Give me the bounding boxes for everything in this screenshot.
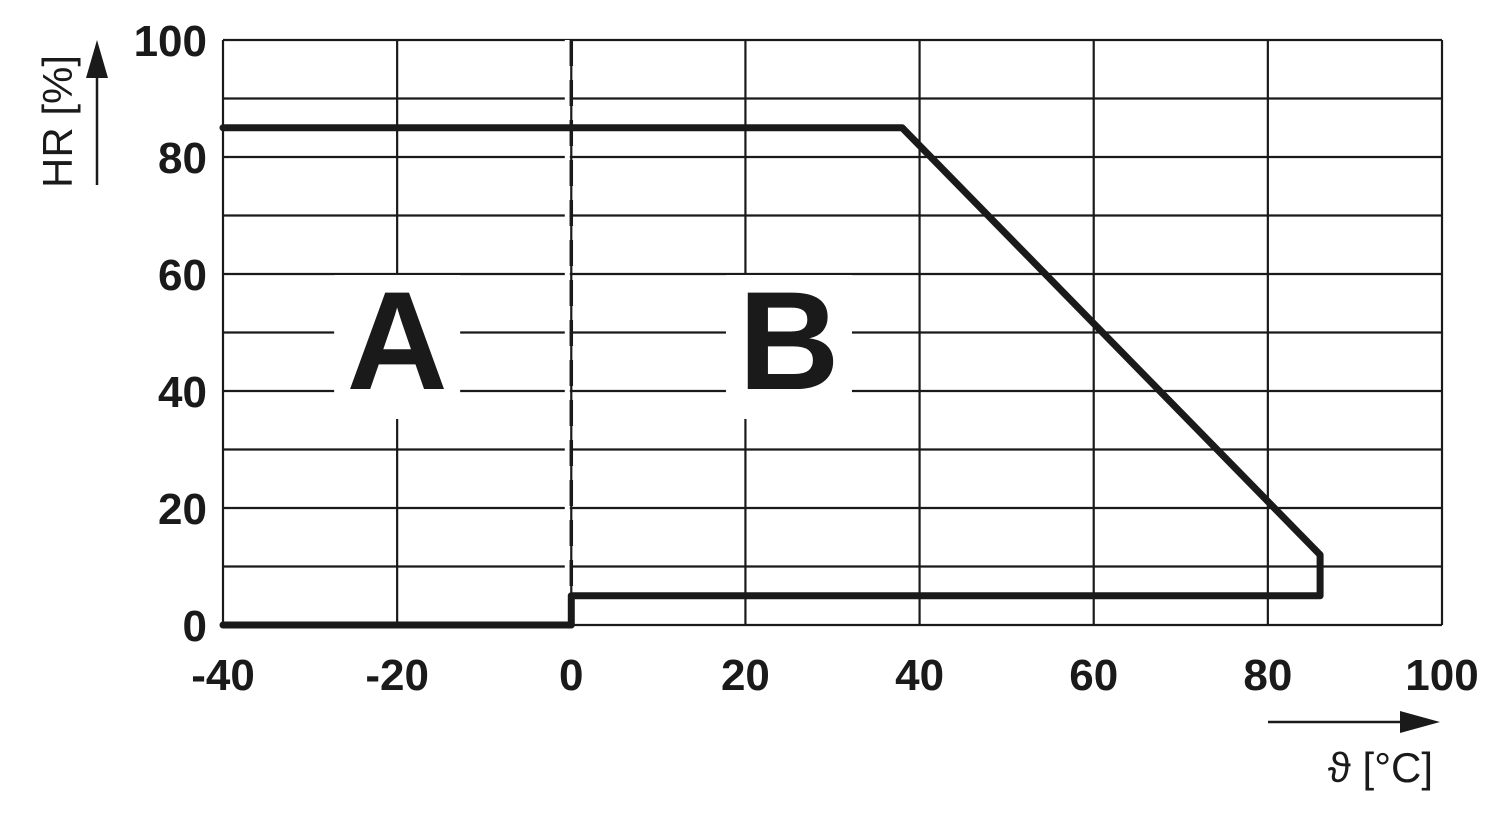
y-tick-label: 20 bbox=[158, 485, 207, 534]
reference-lines bbox=[564, 40, 574, 625]
y-tick-label: 40 bbox=[158, 368, 207, 417]
series bbox=[219, 124, 1324, 629]
y-tick-label: 0 bbox=[183, 602, 207, 651]
x-axis-label-group: ϑ [°C] bbox=[1268, 711, 1440, 791]
y-tick-label: 80 bbox=[158, 134, 207, 183]
x-tick-label: 60 bbox=[1069, 651, 1118, 700]
region-label-a: A bbox=[347, 262, 448, 419]
y-tick-labels: 0 20 40 60 80 100 bbox=[134, 17, 207, 651]
x-tick-labels: -40 -20 0 20 40 60 80 100 bbox=[191, 651, 1479, 700]
y-tick-label: 100 bbox=[134, 17, 207, 66]
x-tick-label: -40 bbox=[191, 651, 255, 700]
x-tick-label: 20 bbox=[721, 651, 770, 700]
x-tick-label: 0 bbox=[559, 651, 583, 700]
x-tick-label: 40 bbox=[895, 651, 944, 700]
region-label-background bbox=[725, 275, 852, 419]
region-label-b: B bbox=[738, 262, 839, 419]
x-axis-label: ϑ [°C] bbox=[1328, 744, 1433, 791]
y-axis-label: HR [%] bbox=[34, 55, 81, 188]
region-label-background bbox=[334, 275, 461, 419]
x-tick-label: 100 bbox=[1405, 651, 1478, 700]
y-axis-label-group: HR [%] bbox=[34, 40, 108, 188]
x-tick-label: 80 bbox=[1243, 651, 1292, 700]
x-axis-arrow-icon bbox=[1400, 711, 1440, 733]
y-tick-label: 60 bbox=[158, 251, 207, 300]
x-tick-label: -20 bbox=[365, 651, 429, 700]
y-axis-arrow-icon bbox=[86, 40, 108, 78]
